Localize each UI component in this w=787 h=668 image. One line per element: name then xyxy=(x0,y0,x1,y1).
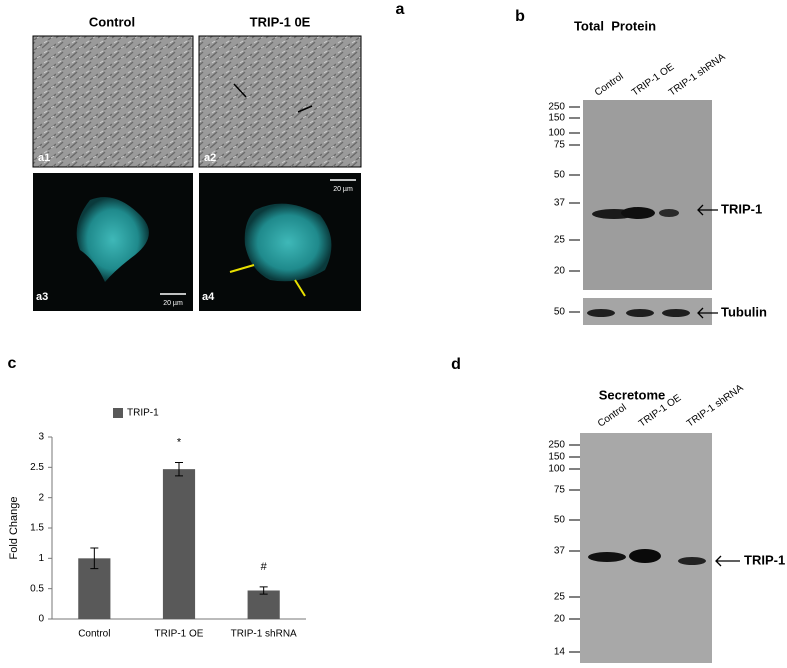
annotation: # xyxy=(261,561,268,573)
x-tick-label: Control xyxy=(78,629,110,640)
image-label: a1 xyxy=(38,152,50,164)
micrograph xyxy=(32,35,194,168)
y-axis-label: Fold Change xyxy=(8,497,20,560)
band xyxy=(659,209,679,217)
x-tick-label: TRIP-1 shRNA xyxy=(231,629,297,640)
marker-label: 250 xyxy=(548,440,565,451)
arrow xyxy=(697,307,718,319)
image-label: a3 xyxy=(36,291,48,303)
error-bar xyxy=(259,586,268,595)
lane-label: Control xyxy=(593,71,626,99)
band-label: Tubulin xyxy=(721,304,767,319)
lane-label: TRIP-1 shRNA xyxy=(685,382,746,429)
panel-label: c xyxy=(8,355,17,372)
legend-entry: TRIP-1 xyxy=(127,408,159,419)
panel-label: b xyxy=(515,8,525,25)
y-tick-label: 2.5 xyxy=(30,462,44,473)
cell xyxy=(76,197,149,282)
column-title: TRIP-1 0E xyxy=(250,14,311,29)
lane-label: Control xyxy=(596,402,629,430)
scale-bar-label: 20 µm xyxy=(333,186,353,193)
annotation: * xyxy=(177,436,182,448)
marker-label: 250 xyxy=(548,102,565,113)
scale-bar-label: 20 µm xyxy=(163,300,183,307)
band xyxy=(587,309,615,317)
y-tick-label: 2 xyxy=(38,492,44,503)
blot-title: Secretome xyxy=(599,387,665,402)
image-label: a2 xyxy=(204,152,216,164)
lane-label: TRIP-1 shRNA xyxy=(667,51,728,98)
x-tick-label: TRIP-1 OE xyxy=(155,629,204,640)
bar xyxy=(162,469,196,619)
band xyxy=(621,207,655,219)
band xyxy=(629,549,661,563)
marker-label: 25 xyxy=(554,235,566,246)
legend-swatch xyxy=(113,408,123,418)
marker-label: 14 xyxy=(554,647,566,658)
micrograph xyxy=(198,35,362,168)
cell xyxy=(244,203,332,282)
marker-label: 50 xyxy=(554,307,566,318)
marker-label: 100 xyxy=(548,128,565,139)
marker-label: 100 xyxy=(548,464,565,475)
arrow xyxy=(715,555,740,567)
marker-label: 75 xyxy=(554,140,566,151)
band xyxy=(662,309,690,317)
marker-label: 25 xyxy=(554,592,566,603)
blot xyxy=(583,100,712,290)
band-label: TRIP-1 xyxy=(721,201,762,216)
panel-label: a xyxy=(396,1,405,18)
bar xyxy=(247,590,280,619)
band xyxy=(678,557,706,565)
band xyxy=(588,552,626,562)
y-tick-label: 3 xyxy=(38,432,44,443)
marker-label: 50 xyxy=(554,515,566,526)
y-tick-label: 1 xyxy=(38,553,44,564)
marker-label: 20 xyxy=(554,266,566,277)
marker-label: 150 xyxy=(548,452,565,463)
marker-label: 37 xyxy=(554,546,566,557)
marker-label: 150 xyxy=(548,113,565,124)
marker-label: 20 xyxy=(554,614,566,625)
y-tick-label: 1.5 xyxy=(30,523,44,534)
column-title: Control xyxy=(89,14,135,29)
marker-label: 75 xyxy=(554,485,566,496)
arrow xyxy=(229,264,306,297)
band xyxy=(626,309,654,317)
marker-label: 37 xyxy=(554,198,566,209)
band-label: TRIP-1 xyxy=(744,552,785,567)
marker-label: 50 xyxy=(554,170,566,181)
error-bar xyxy=(175,461,183,477)
blot xyxy=(580,433,712,663)
blot-title: Total Protein xyxy=(574,18,656,33)
y-tick-label: 0.5 xyxy=(30,583,44,594)
error-bar xyxy=(90,547,99,570)
arrow xyxy=(233,83,313,113)
panel-label: d xyxy=(451,356,461,373)
arrow xyxy=(697,204,718,216)
y-tick-label: 0 xyxy=(38,614,44,625)
image-label: a4 xyxy=(202,291,215,303)
